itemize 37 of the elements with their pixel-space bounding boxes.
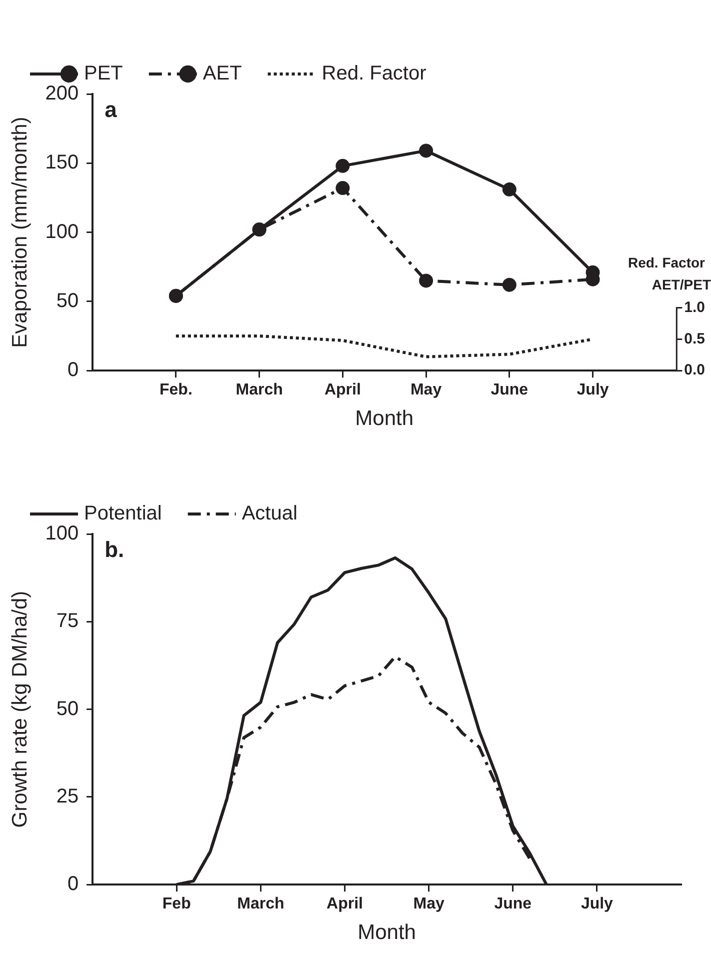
- y-tick-label: 100: [45, 220, 79, 243]
- y-tick-label: 150: [45, 152, 79, 174]
- y2-axis-title: Red. Factor AET/PET: [628, 254, 711, 293]
- y-tick-label: 100: [45, 522, 79, 545]
- legend-label: Potential: [84, 502, 162, 525]
- y2-tick-label: 0.0: [684, 362, 706, 379]
- legend-label: PET: [84, 62, 123, 85]
- x-axis-title: Month: [358, 921, 416, 944]
- x-tick-label: March: [237, 896, 284, 913]
- x-axis-title: Month: [355, 407, 414, 430]
- y-tick-label: 50: [56, 290, 79, 312]
- annotation: a: [104, 97, 118, 122]
- legend-label: Actual: [242, 502, 298, 525]
- annotation: b.: [104, 537, 124, 562]
- x-tick-label: June: [490, 382, 528, 399]
- y-tick-label: 0: [67, 359, 79, 382]
- x-tick-label: May: [413, 896, 444, 913]
- x-tick-label: April: [324, 382, 361, 399]
- x-tick-label: Feb: [162, 896, 192, 913]
- y-tick-label: 50: [56, 698, 79, 720]
- x-tick-label: April: [326, 896, 363, 913]
- x-tick-label: March: [236, 382, 283, 399]
- y-tick-label: 0: [67, 873, 79, 896]
- x-tick-label: July: [580, 896, 614, 913]
- x-tick-label: June: [494, 896, 532, 913]
- x-tick-label: Feb.: [159, 382, 192, 399]
- y-axis-title: Evaporation (mm/month): [8, 116, 32, 348]
- y-tick-label: 25: [56, 785, 79, 808]
- y2-tick-label: 1.0: [684, 298, 706, 316]
- legend-label: Red. Factor: [322, 62, 427, 85]
- y2-tick-label: 0.5: [684, 330, 706, 348]
- x-tick-label: May: [410, 382, 442, 399]
- legend-label: AET: [202, 62, 242, 85]
- x-tick-label: July: [576, 382, 609, 399]
- y-axis-title: Growth rate (kg DM/ha/d): [8, 590, 32, 828]
- y-tick-label: 75: [56, 610, 79, 632]
- y-tick-label: 200: [45, 82, 79, 105]
